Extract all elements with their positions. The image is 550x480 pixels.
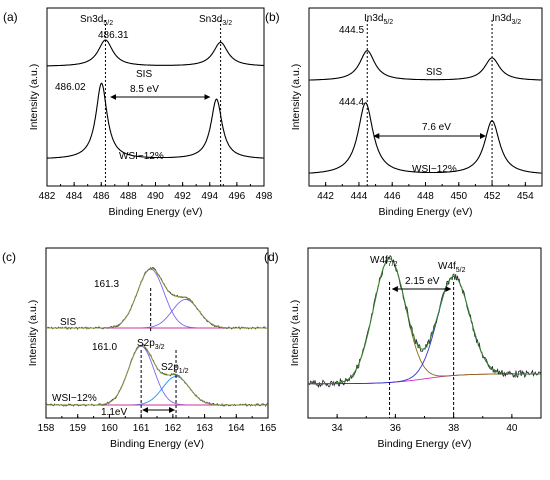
x-tick-label: 498 [256,191,273,202]
y-axis-label: Intensity (a.u.) [290,64,302,131]
series-label-sis: SIS [426,67,442,78]
fit-line-1 [46,344,268,406]
x-tick-label: 452 [484,191,501,202]
peak-value-sis: 161.3 [94,279,119,290]
y-axis-label: Intensity (a.u.) [28,64,40,131]
x-tick-label: 163 [196,423,213,434]
peak-label-in3d52: In3d5/2 [364,13,393,26]
peak-label-in3d32: In3d3/2 [492,13,521,26]
data-line-0 [45,266,268,330]
peak-label-s2p32: S2p3/2 [137,338,165,351]
component-0-0 [46,268,268,329]
x-tick-label: 160 [101,423,118,434]
peak-value-sis: 486.31 [98,30,129,41]
x-tick-label: 446 [384,191,401,202]
series-label-wsi: WSI−12% [412,164,457,175]
splitting-label: 2.15 eV [405,276,440,287]
peak-label-sn3d32: Sn3d3/2 [199,14,232,27]
x-tick-label: 159 [69,423,86,434]
x-tick-label: 164 [228,423,245,434]
plot-frame [307,247,542,419]
x-tick-label: 158 [38,423,55,434]
peak-label-w4f72: W4f7/2 [370,255,398,268]
spectrum-line-0 [46,39,264,67]
x-tick-label: 486 [93,191,110,202]
x-tick-label: 494 [201,191,218,202]
peak-label-sn3d52: Sn3d5/2 [80,14,113,27]
splitting-label: 8.5 eV [130,84,159,95]
x-tick-label: 484 [66,191,83,202]
x-tick-label: 40 [506,423,518,434]
y-axis-label: Intensity (a.u.) [27,300,39,367]
x-tick-label: 492 [174,191,191,202]
fit-line [308,258,541,385]
x-tick-label: 442 [317,191,334,202]
panel-label: (a) [3,10,18,24]
spectrum-line-1 [47,82,264,159]
peak-label-w4f52: W4f5/2 [438,261,466,274]
peak-value-wsi: 444.4 [339,97,364,108]
x-tick-label: 448 [417,191,434,202]
x-tick-label: 488 [120,191,137,202]
fit-line-0 [46,267,268,329]
peak-value-sis: 444.5 [339,25,364,36]
panel-label: (c) [2,250,16,264]
x-tick-label: 38 [448,423,460,434]
panel-label: (b) [265,10,280,24]
x-tick-label: 454 [517,191,534,202]
series-label-sis: SIS [136,69,152,80]
peak-label-s2p12: S2p1/2 [161,362,189,375]
x-axis-label: Binding Energy (eV) [378,438,472,450]
x-tick-label: 162 [165,423,182,434]
x-axis-label: Binding Energy (eV) [110,438,204,450]
x-tick-label: 482 [39,191,56,202]
spectrum-line-1 [309,102,542,174]
x-tick-label: 34 [332,423,344,434]
x-tick-label: 444 [351,191,368,202]
x-tick-label: 450 [450,191,467,202]
panel-label: (d) [264,250,279,264]
x-tick-label: 36 [390,423,402,434]
series-label-wsi: WSI−12% [52,393,97,404]
peak-value-wsi: 161.0 [92,342,117,353]
x-tick-label: 490 [147,191,164,202]
series-label-wsi: WSI−12% [119,151,164,162]
peak-value-wsi: 486.02 [55,82,86,93]
x-tick-label: 496 [229,191,246,202]
x-axis-label: Binding Energy (eV) [379,206,473,218]
x-axis-label: Binding Energy (eV) [109,206,203,218]
y-axis-label: Intensity (a.u.) [289,300,301,367]
splitting-label: 7.6 eV [422,122,451,133]
splitting-label: 1.1eV [101,407,127,418]
series-label-sis: SIS [60,317,76,328]
x-tick-label: 165 [260,423,277,434]
x-tick-label: 161 [133,423,150,434]
spectrum-line-0 [309,50,542,81]
component-0-1 [46,299,268,329]
